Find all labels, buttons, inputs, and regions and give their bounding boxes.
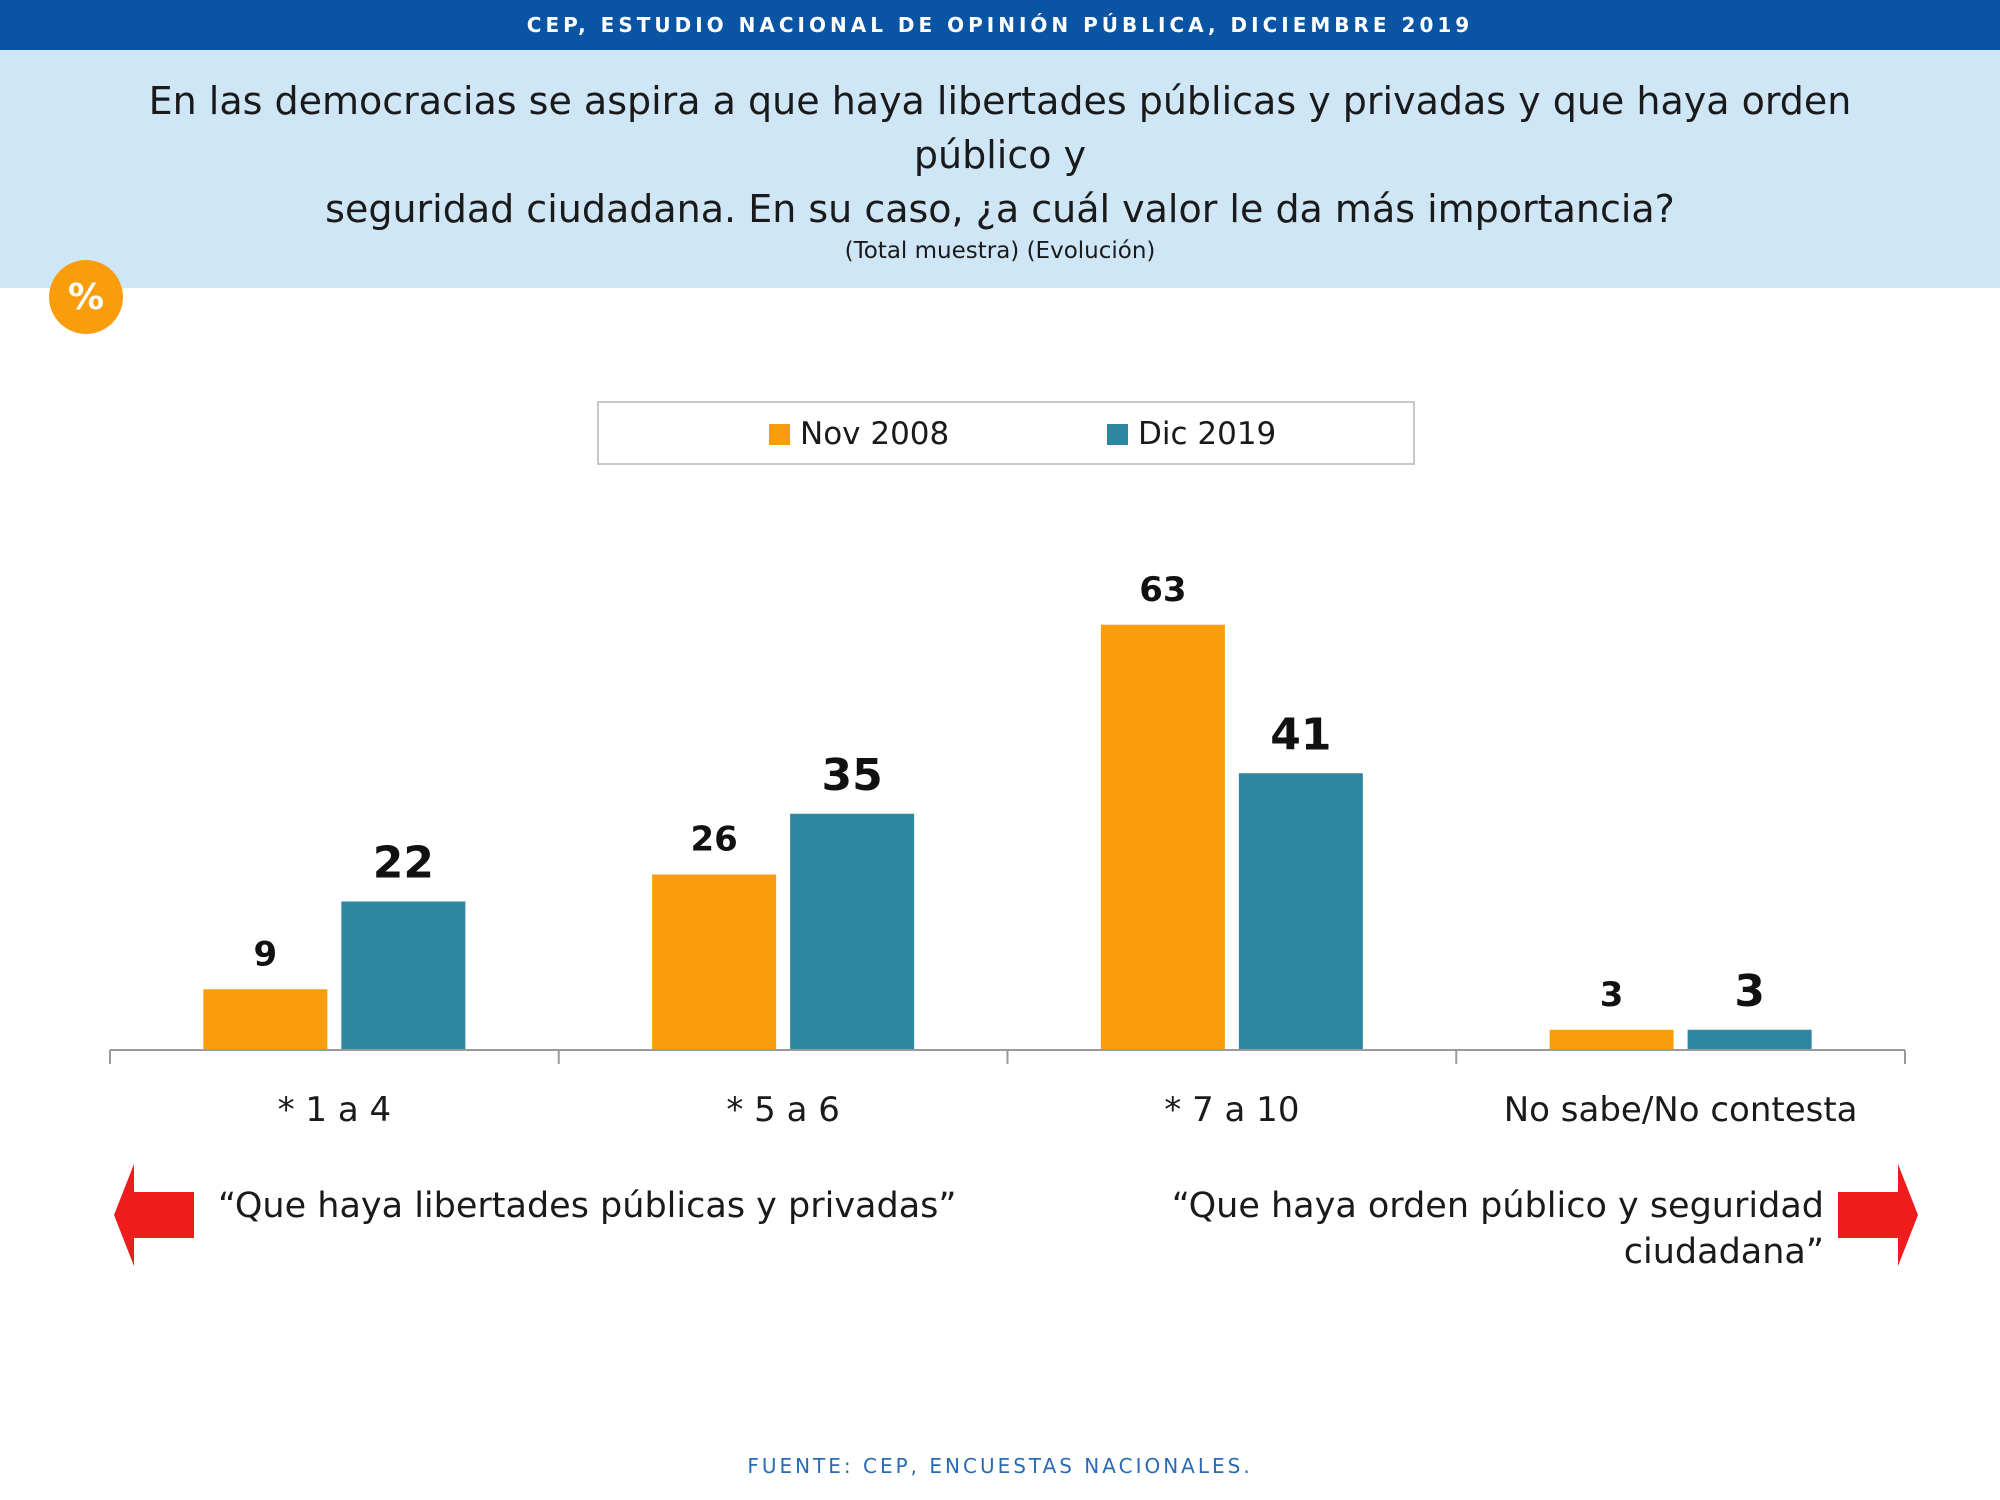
data-label: 35: [822, 750, 883, 801]
bar-nov-2008: [1549, 1029, 1674, 1050]
question-line-1: En las democracias se aspira a que haya …: [148, 79, 1852, 177]
data-label: 41: [1270, 709, 1331, 760]
arrow-left-shape: [114, 1164, 194, 1266]
bar-dic-2019: [1687, 1029, 1812, 1050]
bar-dic-2019: [1238, 773, 1363, 1050]
legend-label-dic-2019: Dic 2019: [1138, 416, 1277, 452]
question-line-2: seguridad ciudadana. En su caso, ¿a cuál…: [325, 187, 1675, 231]
question-panel: En las democracias se aspira a que haya …: [0, 50, 2000, 288]
source-note: FUENTE: CEP, ENCUESTAS NACIONALES.: [747, 1454, 1253, 1478]
data-label: 9: [254, 934, 278, 974]
data-label: 3: [1734, 966, 1765, 1017]
legend-item-dic-2019: Dic 2019: [1107, 416, 1277, 452]
x-tick-label: * 7 a 10: [1164, 1090, 1299, 1130]
header-banner: CEP, ESTUDIO NACIONAL DE OPINIÓN PÚBLICA…: [0, 0, 2000, 50]
bar-nov-2008: [1100, 624, 1225, 1050]
x-tick-label: * 1 a 4: [278, 1090, 392, 1130]
arrow-left-icon: [114, 1164, 194, 1266]
bar-nov-2008: [203, 989, 328, 1050]
legend-label-nov-2008: Nov 2008: [800, 416, 950, 452]
percent-badge-icon: %: [49, 260, 123, 334]
legend-swatch-nov-2008: [769, 423, 790, 445]
data-label: 26: [690, 820, 737, 860]
question-text: En las democracias se aspira a que haya …: [80, 74, 1920, 236]
chart-subtitle: (Total muestra) (Evolución): [844, 238, 1156, 264]
data-label: 22: [373, 838, 434, 889]
annotation-right-line-2: ciudadana”: [1623, 1232, 1824, 1272]
annotation-left: “Que haya libertades públicas y privadas…: [218, 1186, 957, 1226]
annotation-right: “Que haya orden público y seguridad ciud…: [1140, 1183, 1824, 1275]
arrow-right-icon: [1838, 1164, 1918, 1266]
x-tick-label: No sabe/No contesta: [1504, 1090, 1858, 1130]
bar-dic-2019: [341, 901, 466, 1050]
x-tick-label: * 5 a 6: [726, 1090, 840, 1130]
arrow-right-shape: [1838, 1164, 1918, 1266]
data-label: 63: [1139, 570, 1186, 610]
bar-nov-2008: [652, 874, 777, 1050]
bar-dic-2019: [790, 813, 915, 1050]
legend-item-nov-2008: Nov 2008: [769, 416, 950, 452]
data-label: 3: [1600, 975, 1624, 1015]
annotation-right-line-1: “Que haya orden público y seguridad: [1171, 1186, 1824, 1226]
chart-legend: Nov 2008 Dic 2019: [597, 401, 1415, 465]
legend-swatch-dic-2019: [1107, 423, 1128, 445]
